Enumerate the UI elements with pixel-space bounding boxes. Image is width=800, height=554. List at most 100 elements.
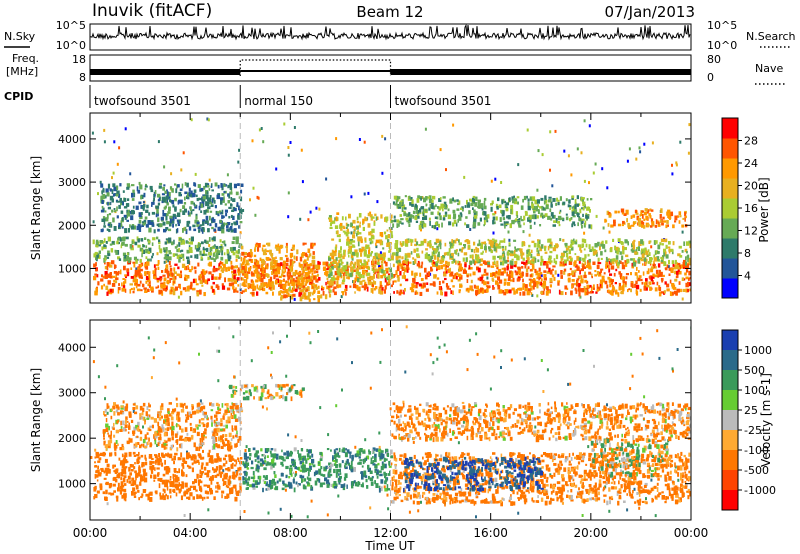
band-cell	[121, 287, 125, 292]
speckle-cell	[463, 410, 466, 414]
band-cell	[655, 219, 658, 225]
band-cell	[234, 221, 237, 226]
band-cell	[167, 270, 170, 274]
band-cell	[505, 208, 509, 212]
band-cell	[144, 454, 147, 460]
band-cell	[533, 211, 536, 214]
band-cell	[260, 448, 263, 452]
band-cell	[241, 269, 245, 274]
band-cell	[226, 228, 229, 232]
band-cell	[216, 473, 220, 477]
band-cell	[414, 243, 418, 247]
band-cell	[188, 496, 191, 500]
band-cell	[151, 461, 155, 464]
band-cell	[112, 464, 116, 468]
band-cell	[330, 271, 333, 277]
band-cell	[250, 284, 254, 289]
band-cell	[510, 273, 514, 279]
band-cell	[378, 470, 382, 473]
band-cell	[270, 254, 273, 258]
band-cell	[404, 288, 406, 292]
band-cell	[365, 245, 368, 250]
band-cell	[574, 287, 577, 291]
band-cell	[207, 185, 210, 188]
band-cell	[409, 287, 414, 291]
band-cell	[311, 255, 316, 260]
band-cell	[531, 259, 534, 264]
band-cell	[104, 266, 108, 270]
speckle-cell	[178, 361, 181, 365]
band-cell	[524, 210, 528, 213]
band-cell	[240, 189, 243, 194]
band-cell	[548, 199, 551, 203]
band-cell	[179, 238, 182, 241]
band-cell	[485, 272, 489, 276]
band-cell	[168, 250, 171, 253]
band-cell	[330, 473, 333, 477]
band-cell	[585, 243, 588, 248]
band-cell	[416, 212, 420, 218]
band-cell	[504, 289, 508, 292]
band-cell	[272, 265, 276, 268]
speckle-cell	[198, 352, 200, 356]
band-cell	[373, 270, 376, 275]
band-cell	[196, 254, 199, 259]
band-cell	[290, 289, 294, 293]
band-cell	[395, 195, 399, 201]
band-cell	[196, 244, 199, 249]
speckle-cell	[92, 220, 95, 224]
band-cell	[468, 244, 470, 249]
band-cell	[231, 209, 235, 212]
band-cell	[141, 283, 144, 287]
band-cell	[97, 460, 101, 463]
band-cell	[301, 278, 304, 282]
band-cell	[176, 478, 180, 482]
speckle-cell	[270, 351, 273, 354]
band-cell	[152, 253, 154, 256]
band-cell	[533, 242, 537, 248]
speckle-cell	[164, 341, 167, 345]
band-cell	[179, 483, 183, 487]
band-cell	[379, 242, 382, 246]
speckle-cell	[232, 335, 235, 339]
band-cell	[195, 215, 198, 220]
band-cell	[410, 251, 413, 255]
band-cell	[689, 282, 691, 286]
band-cell	[188, 454, 192, 459]
band-cell	[175, 253, 178, 256]
band-cell	[523, 261, 526, 265]
band-cell	[537, 250, 540, 254]
band-cell	[145, 275, 149, 281]
band-cell	[356, 216, 359, 221]
band-cell	[322, 291, 325, 296]
band-cell	[500, 210, 504, 214]
band-cell	[442, 208, 444, 212]
band-cell	[565, 198, 568, 202]
band-cell	[656, 281, 659, 286]
band-cell	[438, 281, 441, 286]
speckle-cell	[303, 276, 305, 280]
band-cell	[479, 217, 482, 222]
band-cell	[613, 219, 616, 224]
band-cell	[591, 246, 594, 252]
band-cell	[520, 251, 523, 254]
band-cell	[609, 283, 612, 288]
band-cell	[672, 286, 677, 290]
band-cell	[492, 255, 496, 260]
band-cell	[131, 198, 135, 201]
band-cell	[438, 223, 440, 228]
band-cell	[600, 257, 603, 260]
band-cell	[557, 221, 560, 224]
band-cell	[102, 193, 106, 199]
band-cell	[312, 265, 316, 270]
band-cell	[656, 220, 659, 224]
band-cell	[277, 243, 280, 248]
band-cell	[340, 275, 343, 279]
band-cell	[192, 193, 196, 197]
band-cell	[121, 241, 125, 246]
speckle-cell	[587, 445, 590, 449]
speckle-cell	[436, 336, 439, 340]
band-cell	[349, 240, 353, 245]
band-cell	[477, 222, 481, 226]
band-cell	[388, 245, 391, 249]
